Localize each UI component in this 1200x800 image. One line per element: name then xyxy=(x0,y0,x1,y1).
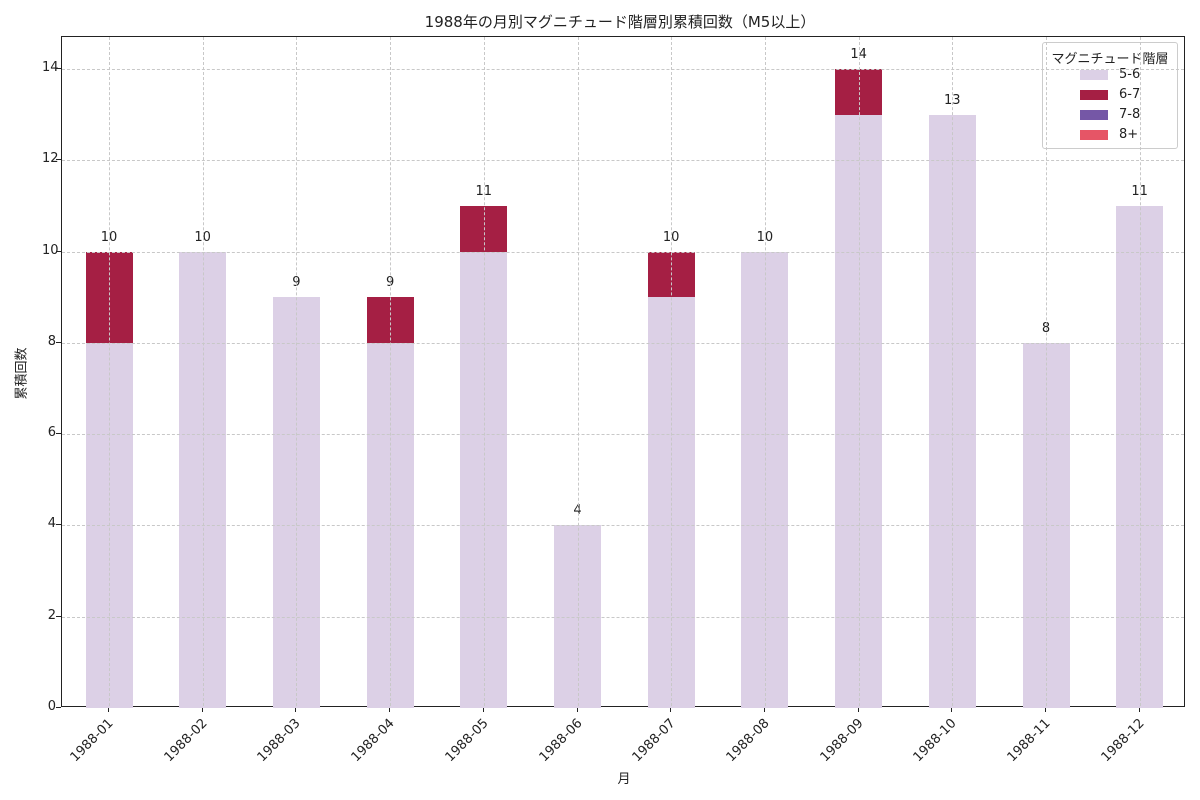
x-tick-mark xyxy=(857,707,859,712)
x-tick-label: 1988-04 xyxy=(348,716,398,766)
v-gridline xyxy=(202,37,204,706)
bar-total-label: 11 xyxy=(475,183,493,199)
v-gridline xyxy=(577,37,579,706)
x-tick-label: 1988-11 xyxy=(1004,716,1054,766)
plot-area: 10 10 9 9 11 4 10 10 14 13 8 11 xyxy=(61,36,1185,708)
v-gridline xyxy=(483,37,485,706)
v-gridline xyxy=(671,37,673,706)
x-tick-mark xyxy=(482,707,484,712)
legend-label: 7-8 xyxy=(1119,107,1141,122)
bar-total-label: 10 xyxy=(756,229,774,245)
x-tick-label: 1988-05 xyxy=(442,716,492,766)
h-gridline xyxy=(62,69,1184,70)
chart-title: 1988年の月別マグニチュード階層別累積回数（M5以上） xyxy=(424,13,816,31)
bar-total-label: 10 xyxy=(662,229,680,245)
y-tick-label: 2 xyxy=(47,607,56,623)
y-tick-label: 4 xyxy=(47,516,56,532)
x-tick-mark xyxy=(670,707,672,712)
bar-total-label: 10 xyxy=(100,229,118,245)
x-tick-label: 1988-07 xyxy=(629,716,679,766)
x-tick-label: 1988-01 xyxy=(67,716,117,766)
h-gridline xyxy=(62,616,1184,618)
h-gridline xyxy=(62,160,1184,162)
y-tick-mark xyxy=(56,615,61,617)
x-tick-mark xyxy=(201,707,203,712)
v-gridline xyxy=(390,37,392,706)
h-gridline xyxy=(62,251,1184,253)
legend: マグニチュード階層 5-6 6-7 7-8 8+ xyxy=(1042,42,1178,149)
x-tick-mark xyxy=(763,707,765,712)
y-tick-mark xyxy=(56,159,61,161)
legend-swatch xyxy=(1080,130,1108,140)
bar-total-label: 10 xyxy=(194,229,211,245)
v-gridline xyxy=(952,37,954,706)
y-tick-label: 12 xyxy=(42,151,59,167)
x-tick-label: 1988-06 xyxy=(536,716,586,766)
x-tick-label: 1988-10 xyxy=(910,716,960,766)
x-axis-label: 月 xyxy=(617,772,631,787)
x-tick-label: 1988-08 xyxy=(723,716,773,766)
legend-swatch xyxy=(1080,70,1108,80)
y-axis-label: 累積回数 xyxy=(14,347,30,400)
y-tick-label: 14 xyxy=(42,60,59,75)
legend-title: マグニチュード階層 xyxy=(1051,52,1169,67)
x-tick-mark xyxy=(1045,707,1046,712)
legend-swatch xyxy=(1080,90,1108,100)
x-tick-label: 1988-09 xyxy=(817,716,867,766)
bar-total-label: 13 xyxy=(944,92,961,108)
legend-swatch xyxy=(1080,110,1108,120)
y-tick-mark xyxy=(56,250,61,252)
y-tick-label: 8 xyxy=(47,333,56,349)
y-tick-mark xyxy=(56,707,61,708)
y-tick-mark xyxy=(56,524,61,526)
x-tick-mark xyxy=(1138,707,1140,712)
v-gridline xyxy=(858,37,860,706)
y-tick-label: 10 xyxy=(42,242,59,258)
y-tick-mark xyxy=(56,433,61,435)
x-tick-mark xyxy=(295,707,297,712)
bar-total-label: 14 xyxy=(850,47,867,62)
v-gridline xyxy=(296,37,298,706)
h-gridline xyxy=(62,342,1184,344)
v-gridline xyxy=(1046,37,1047,706)
v-gridline xyxy=(764,37,766,706)
legend-label: 8+ xyxy=(1119,127,1139,142)
v-gridline xyxy=(1139,37,1141,706)
x-tick-mark xyxy=(951,707,953,712)
bar-total-label: 11 xyxy=(1131,183,1148,199)
legend-label: 5-6 xyxy=(1119,67,1141,82)
x-tick-mark xyxy=(108,707,109,712)
h-gridline xyxy=(62,525,1184,527)
x-tick-mark xyxy=(576,707,578,712)
legend-label: 6-7 xyxy=(1119,87,1141,102)
h-gridline xyxy=(62,434,1184,436)
v-gridline xyxy=(109,37,110,706)
x-tick-label: 1988-03 xyxy=(254,716,304,766)
y-tick-mark xyxy=(56,341,61,343)
x-tick-label: 1988-02 xyxy=(161,716,211,766)
y-tick-mark xyxy=(56,68,61,69)
x-tick-label: 1988-12 xyxy=(1098,716,1148,766)
x-tick-mark xyxy=(389,707,391,712)
y-tick-label: 6 xyxy=(47,425,56,441)
y-tick-label: 0 xyxy=(47,699,56,714)
